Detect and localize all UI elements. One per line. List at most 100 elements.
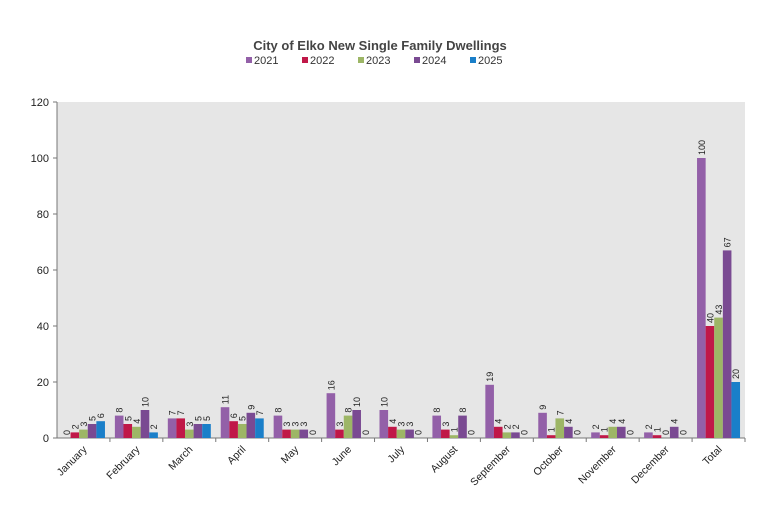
data-label: 4 (564, 419, 574, 424)
data-label: 1 (547, 427, 557, 432)
bar-2022-september (493, 426, 503, 438)
legend-label-2021: 2021 (254, 55, 278, 67)
bar-2023-may (290, 429, 300, 438)
data-label: 67 (723, 237, 733, 247)
bar-2024-october (564, 426, 573, 438)
data-label: 3 (397, 422, 407, 427)
data-label: 10 (140, 397, 150, 407)
data-label: 7 (176, 410, 186, 415)
data-label: 8 (344, 408, 354, 413)
data-label: 2 (644, 424, 654, 429)
y-tick-label: 80 (37, 209, 49, 221)
data-label: 7 (168, 410, 178, 415)
data-label: 8 (458, 408, 468, 413)
bar-2022-june (335, 429, 344, 438)
legend-swatch-2023 (358, 57, 364, 63)
data-label: 5 (202, 416, 212, 421)
bar-2022-december (652, 435, 662, 438)
y-tick-label: 20 (37, 377, 49, 389)
data-label: 1 (653, 427, 663, 432)
bar-2021-november (591, 432, 600, 438)
data-label: 4 (608, 419, 618, 424)
y-tick-label: 0 (43, 433, 49, 445)
legend-swatch-2025 (470, 57, 476, 63)
data-label: 20 (731, 369, 741, 379)
legend-swatch-2022 (302, 57, 308, 63)
data-label: 0 (661, 430, 671, 435)
x-tick-label: June (330, 444, 355, 469)
data-label: 3 (299, 422, 309, 427)
data-label: 4 (670, 419, 680, 424)
data-label: 3 (185, 422, 195, 427)
bar-2025-january (96, 421, 105, 438)
data-label: 3 (282, 422, 292, 427)
x-tick-label: Total (700, 444, 724, 468)
bar-2021-june (326, 393, 336, 438)
data-label: 1 (600, 427, 610, 432)
data-label: 4 (132, 419, 142, 424)
data-label: 8 (273, 408, 283, 413)
bar-2024-june (352, 410, 361, 438)
data-label: 5 (193, 416, 203, 421)
bar-2022-november (599, 435, 609, 438)
data-label: 0 (467, 430, 477, 435)
bar-2025-march (202, 424, 211, 438)
data-label: 1 (449, 427, 459, 432)
x-tick-label: July (385, 443, 407, 465)
data-label: 0 (414, 430, 424, 435)
data-label: 0 (308, 430, 318, 435)
data-label: 10 (379, 397, 389, 407)
data-label: 2 (149, 424, 159, 429)
bar-2023-october (555, 418, 565, 438)
bar-2021-august (432, 415, 442, 438)
data-label: 3 (405, 422, 415, 427)
data-label: 40 (705, 313, 715, 323)
bar-2022-total (705, 326, 715, 438)
bar-2022-april (229, 421, 238, 438)
bar-2022-february (123, 424, 133, 438)
data-label: 3 (335, 422, 345, 427)
data-label: 4 (617, 419, 627, 424)
data-label: 6 (229, 413, 239, 418)
bar-2022-march (176, 418, 186, 438)
bar-2024-november (616, 426, 626, 438)
legend-label-2023: 2023 (366, 55, 390, 67)
legend-label-2022: 2022 (310, 55, 334, 67)
bar-2021-february (114, 415, 124, 438)
bar-2024-total (722, 250, 732, 438)
bar-2021-march (167, 418, 177, 438)
bar-2022-august (441, 429, 450, 438)
data-label: 10 (352, 397, 362, 407)
x-tick-label: April (225, 444, 248, 467)
data-label: 2 (511, 424, 521, 429)
chart-title: City of Elko New Single Family Dwellings (253, 38, 507, 53)
x-tick-label: August (428, 444, 460, 476)
bar-2021-december (644, 432, 653, 438)
legend-label-2024: 2024 (422, 55, 446, 67)
bar-2023-march (185, 429, 194, 438)
bar-2023-july (396, 429, 406, 438)
bar-2025-february (149, 432, 158, 438)
bar-2023-november (608, 426, 617, 438)
data-label: 5 (88, 416, 98, 421)
bar-2023-september (502, 432, 512, 438)
data-label: 0 (62, 430, 72, 435)
data-label: 4 (494, 419, 504, 424)
y-tick-label: 120 (31, 97, 49, 109)
bar-2022-july (388, 426, 397, 438)
bar-2024-march (193, 424, 203, 438)
bar-2021-may (273, 415, 283, 438)
data-label: 43 (714, 305, 724, 315)
data-label: 6 (96, 413, 106, 418)
x-tick-label: March (166, 444, 195, 473)
bar-2024-april (246, 412, 256, 438)
data-label: 0 (520, 430, 530, 435)
bar-2022-may (282, 429, 291, 438)
data-label: 5 (123, 416, 133, 421)
legend: 2021 2022 2023 2024 2025 (246, 55, 502, 67)
data-label: 0 (361, 430, 371, 435)
data-label: 3 (291, 422, 301, 427)
data-label: 7 (555, 410, 565, 415)
data-label: 19 (485, 372, 495, 382)
